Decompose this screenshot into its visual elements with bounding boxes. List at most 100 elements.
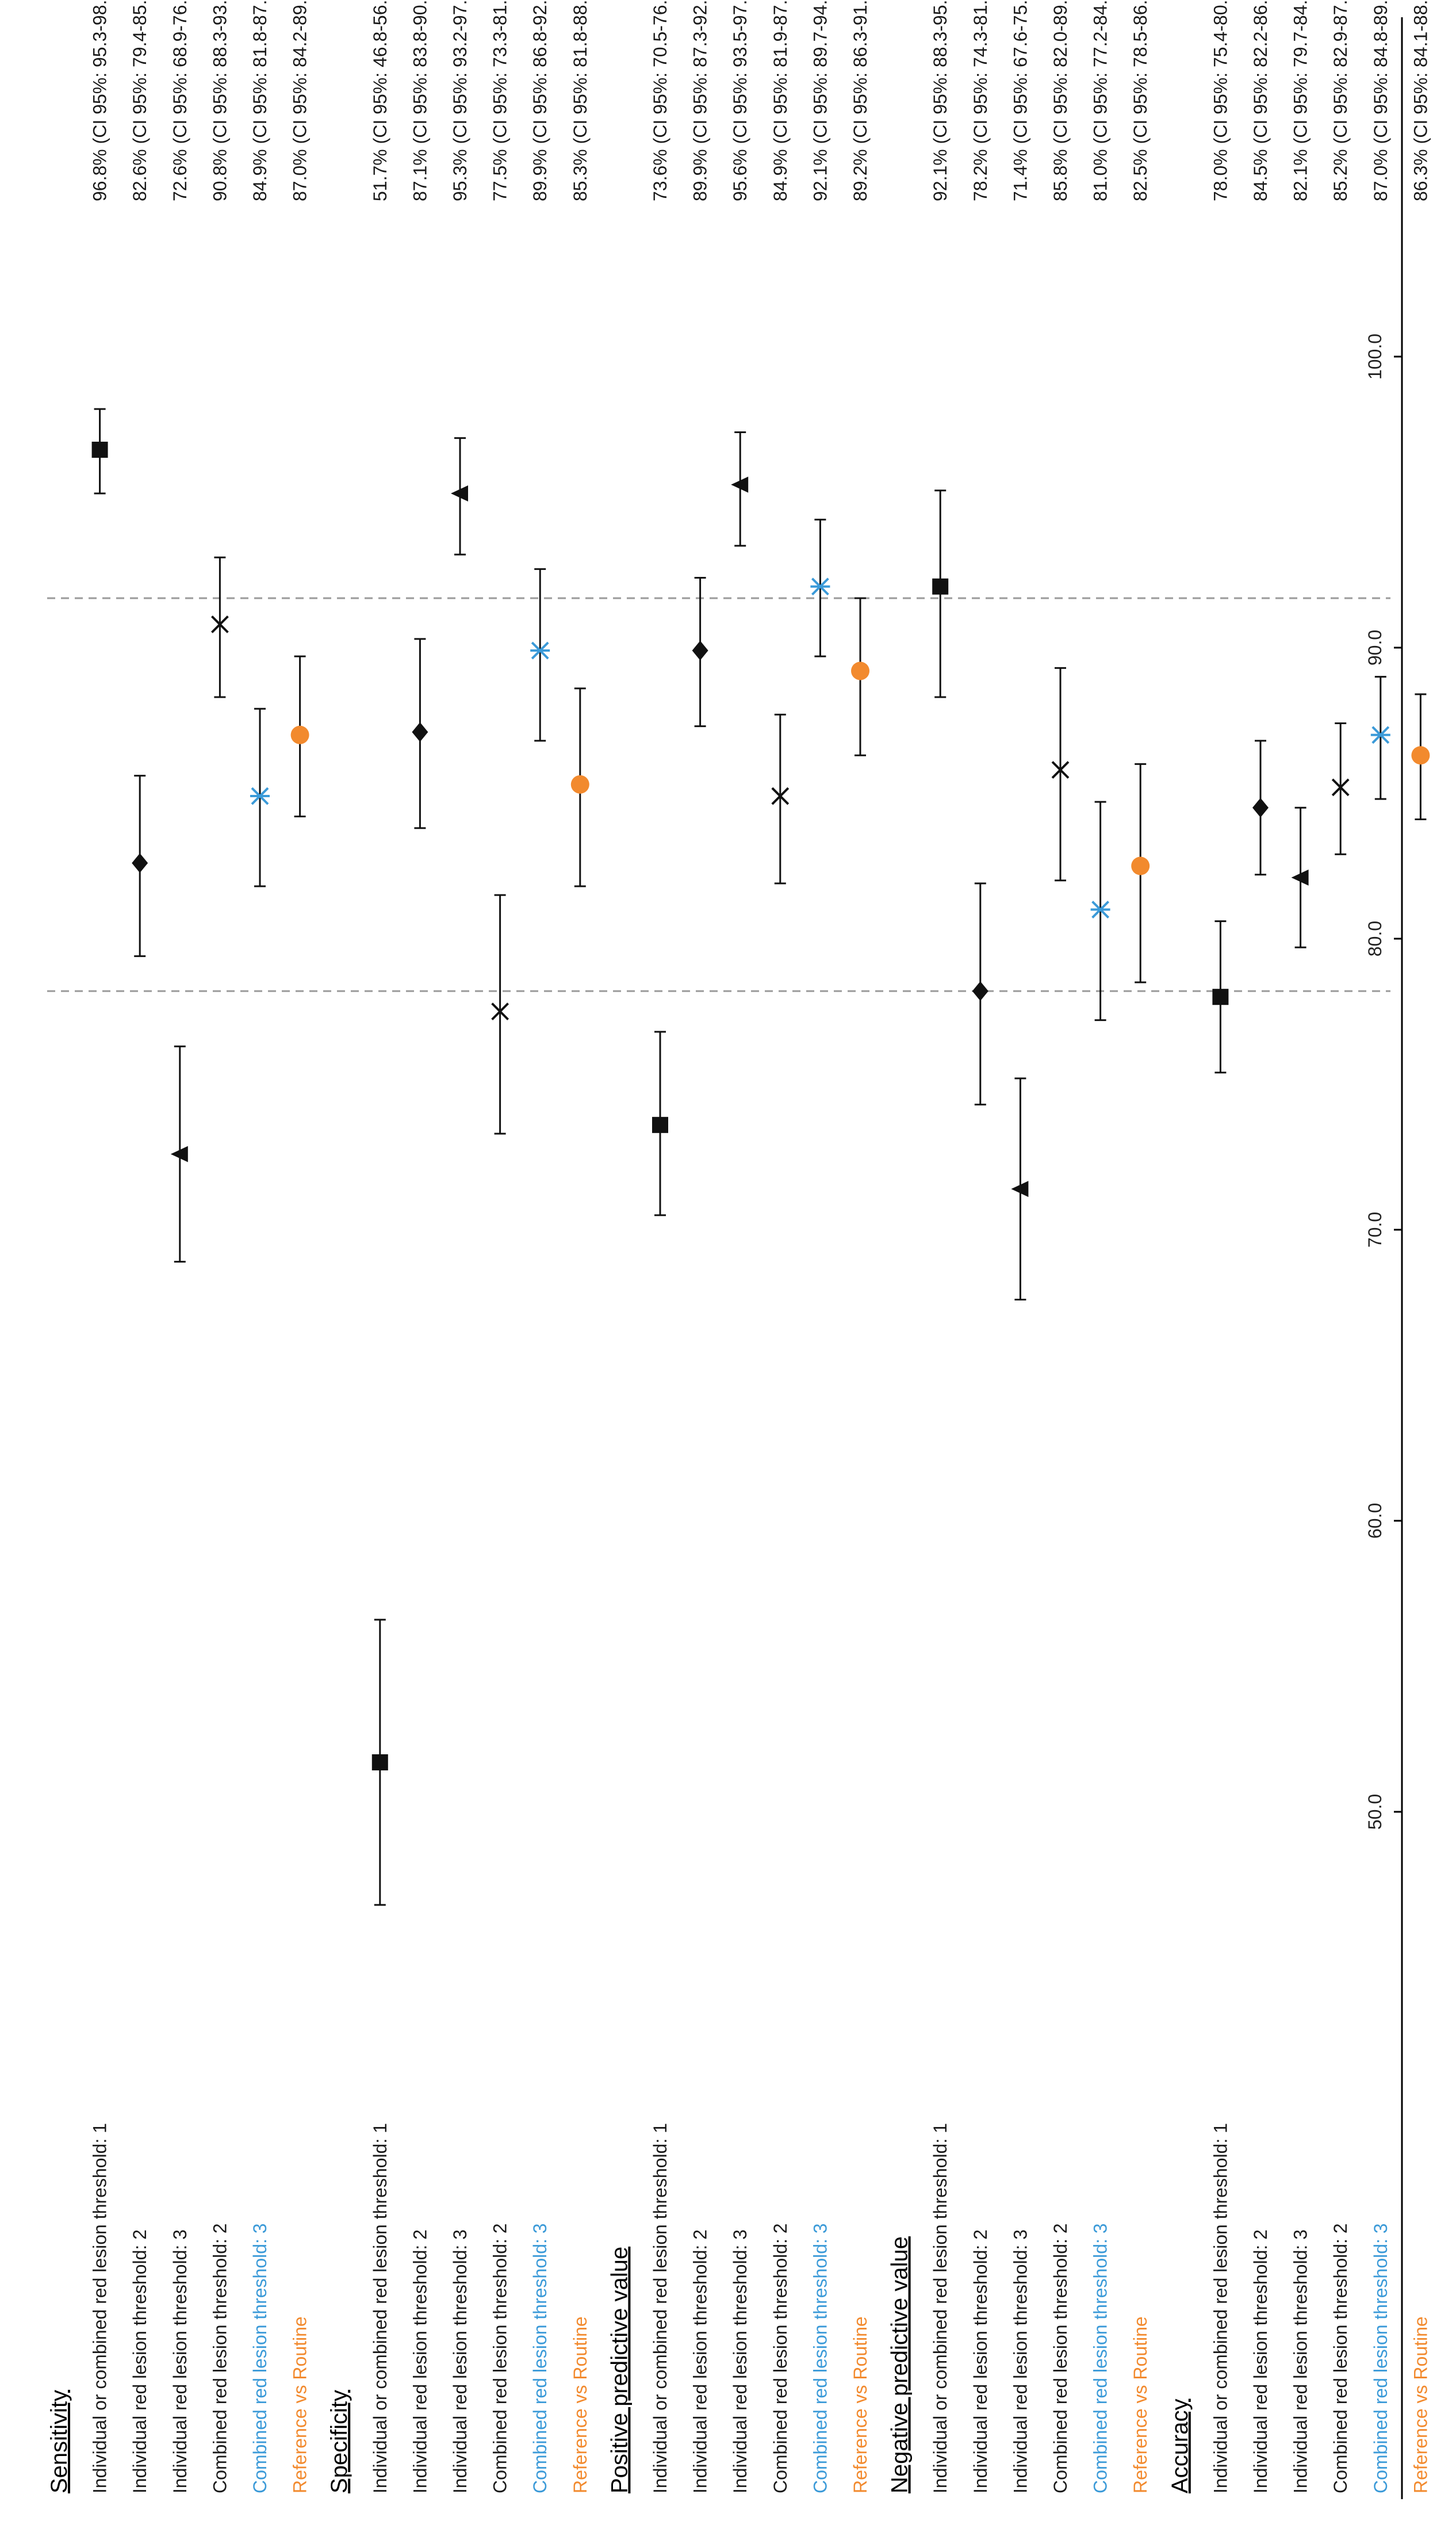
forest-row-mark [91, 408, 108, 495]
triangle-marker [451, 485, 468, 502]
x-marker [491, 1003, 509, 1020]
forest-row-mark [1370, 676, 1390, 800]
section-title: Sensitivity [47, 2390, 72, 2493]
circle-marker [570, 775, 589, 794]
row-label: Individual or combined red lesion thresh… [650, 2123, 670, 2493]
circle-marker [1411, 746, 1430, 765]
section-title: Accuracy [1167, 2399, 1193, 2494]
ci-value-label: 87.1% (CI 95%: 83.8-90.3) [409, 0, 430, 201]
forest-row-mark [570, 687, 589, 887]
ci-value-label: 84.9% (CI 95%: 81.9-87.7) [770, 0, 791, 201]
circle-marker [851, 661, 869, 680]
forest-row-mark [1411, 693, 1430, 821]
ci-value-label: 77.5% (CI 95%: 73.3-81.5) [490, 0, 511, 201]
row-label: Individual red lesion threshold: 2 [970, 2229, 991, 2493]
square-marker [1212, 989, 1229, 1005]
ci-value-label: 84.9% (CI 95%: 81.8-87.9) [250, 0, 270, 201]
circle-marker [290, 725, 309, 744]
forest-row-mark [250, 707, 270, 887]
x-marker [771, 787, 790, 805]
forest-row-mark [1051, 667, 1070, 882]
forest-row-mark [210, 556, 229, 698]
axis-tick-label: 100.0 [1365, 334, 1385, 380]
forest-row-mark [1011, 1077, 1029, 1300]
ci-value-label: 71.4% (CI 95%: 67.6-75.2) [1010, 0, 1030, 201]
section-title: Negative predictive value [887, 2236, 913, 2493]
row-label: Reference vs Routine [290, 2316, 311, 2493]
ci-value-label: 85.8% (CI 95%: 82.0-89.3) [1050, 0, 1071, 201]
row-label: Individual or combined red lesion thresh… [370, 2123, 390, 2493]
asterisk-marker [250, 787, 270, 805]
row-label: Individual red lesion threshold: 2 [409, 2229, 430, 2493]
row-label: Individual red lesion threshold: 3 [450, 2229, 470, 2493]
ci-value-label: 82.6% (CI 95%: 79.4-85.6) [129, 0, 150, 201]
diamond-marker [692, 641, 708, 661]
forest-row-mark [530, 568, 550, 742]
ci-value-label: 85.2% (CI 95%: 82.9-87.4) [1330, 0, 1351, 201]
row-label: Individual red lesion threshold: 3 [730, 2229, 750, 2493]
row-label: Individual red lesion threshold: 3 [170, 2229, 190, 2493]
forest-row-mark [1212, 920, 1229, 1074]
x-marker [1331, 778, 1350, 797]
circle-marker [1131, 856, 1150, 875]
row-label: Individual or combined red lesion thresh… [1210, 2123, 1231, 2493]
row-label: Combined red lesion threshold: 2 [1050, 2223, 1071, 2493]
triangle-marker [1291, 869, 1309, 886]
forest-row-mark [132, 775, 148, 957]
row-label: Individual red lesion threshold: 3 [1010, 2229, 1030, 2493]
data-marks [91, 408, 1430, 1906]
diamond-marker [412, 722, 428, 742]
row-label: Combined red lesion threshold: 3 [1370, 2223, 1391, 2493]
asterisk-marker [1370, 726, 1390, 744]
ci-value-label: 87.0% (CI 95%: 84.2-89.7) [290, 0, 311, 201]
forest-row-mark [1331, 722, 1350, 855]
ci-value-label: 78.0% (CI 95%: 75.4-80.6) [1210, 0, 1231, 201]
ci-value-label: 51.7% (CI 95%: 46.8-56.6) [370, 0, 390, 201]
forest-row-mark [491, 894, 509, 1135]
ci-value-label: 89.9% (CI 95%: 86.8-92.7) [530, 0, 550, 201]
ci-value-label: 84.5% (CI 95%: 82.2-86.8) [1250, 0, 1271, 201]
forest-row-mark [972, 882, 988, 1105]
row-label: Combined red lesion threshold: 3 [530, 2223, 550, 2493]
ci-value-label: 85.3% (CI 95%: 81.8-88.6) [570, 0, 591, 201]
axis-layer: 50.0 60.0 70.0 80.0 90.0 100.0 [1365, 17, 1403, 2499]
row-label: Individual red lesion threshold: 2 [129, 2229, 150, 2493]
row-label: Individual red lesion threshold: 2 [690, 2229, 711, 2493]
ci-value-label: 81.0% (CI 95%: 77.2-84.7) [1090, 0, 1111, 201]
triangle-marker [731, 476, 749, 493]
forest-row-mark [170, 1045, 188, 1263]
axis-tick-label: 70.0 [1365, 1212, 1385, 1248]
asterisk-marker [1090, 900, 1110, 919]
diamond-marker [1252, 798, 1269, 818]
forest-row-mark [1291, 806, 1309, 948]
row-label: Individual red lesion threshold: 2 [1250, 2229, 1271, 2493]
ci-labels: 96.8% (CI 95%: 95.3-98.2) 82.6% (CI 95%: … [90, 0, 1431, 201]
asterisk-marker [810, 577, 830, 596]
diamond-marker [972, 981, 988, 1001]
x-marker [1051, 761, 1070, 779]
triangle-marker [170, 1146, 188, 1162]
square-marker [371, 1754, 388, 1770]
diamond-marker [132, 853, 148, 873]
section-title: Positive predictive value [607, 2247, 632, 2493]
forest-row-mark [731, 431, 749, 547]
ci-value-label: 82.5% (CI 95%: 78.5-86.0) [1130, 0, 1151, 201]
x-marker [210, 615, 229, 633]
triangle-marker [1011, 1181, 1029, 1198]
ci-value-label: 96.8% (CI 95%: 95.3-98.2) [90, 0, 110, 201]
ci-value-label: 73.6% (CI 95%: 70.5-76.8) [650, 0, 670, 201]
row-label: Combined red lesion threshold: 2 [1330, 2223, 1351, 2493]
square-marker [652, 1116, 668, 1133]
row-label: Combined red lesion threshold: 2 [770, 2223, 791, 2493]
forest-row-mark [652, 1031, 668, 1216]
forest-row-mark [1252, 740, 1269, 876]
row-label: Combined red lesion threshold: 3 [810, 2223, 830, 2493]
forest-row-mark [451, 437, 468, 556]
ci-value-label: 95.3% (CI 95%: 93.2-97.2) [450, 0, 470, 201]
asterisk-marker [530, 641, 550, 660]
forest-row-mark [1090, 801, 1110, 1022]
row-label: Combined red lesion threshold: 3 [1090, 2223, 1111, 2493]
square-marker [91, 441, 108, 458]
row-label: Combined red lesion threshold: 2 [209, 2223, 230, 2493]
